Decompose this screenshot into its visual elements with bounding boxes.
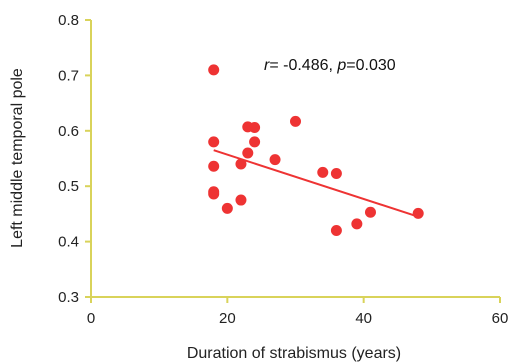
x-tick-label: 60 <box>492 310 509 327</box>
data-point <box>235 194 247 206</box>
data-point <box>208 136 220 148</box>
data-point <box>249 136 261 148</box>
correlation-annotation: r= -0.486, p=0.030 <box>264 57 396 74</box>
y-axis-title: Left middle temporal pole <box>9 68 26 248</box>
y-tick-label: 0.8 <box>58 12 79 29</box>
x-tick-label: 20 <box>219 310 236 327</box>
y-tick-label: 0.7 <box>58 67 79 84</box>
x-tick-label: 40 <box>355 310 372 327</box>
tick-labels: 0 20 40 60 0.3 0.4 0.5 0.6 0.7 0.8 <box>58 12 508 327</box>
x-tick-label: 0 <box>87 310 95 327</box>
axes <box>90 20 500 298</box>
data-point <box>249 121 261 133</box>
r-value: = -0.486, <box>269 57 337 74</box>
data-point <box>242 147 254 159</box>
y-tick-label: 0.6 <box>58 123 79 140</box>
data-points <box>208 64 424 237</box>
data-point <box>290 115 301 127</box>
data-point <box>351 218 363 230</box>
p-value: =0.030 <box>346 57 395 74</box>
data-point <box>208 64 220 76</box>
regression-line <box>213 149 419 218</box>
y-tick-label: 0.4 <box>58 234 79 251</box>
x-axis-title: Duration of strabismus (years) <box>187 345 401 362</box>
data-point <box>364 206 376 218</box>
data-point <box>269 154 281 166</box>
fit-line-group <box>213 149 419 218</box>
p-symbol: p <box>336 57 346 74</box>
tick-marks <box>85 19 501 303</box>
data-point <box>221 202 233 214</box>
data-point <box>317 166 329 178</box>
y-tick-label: 0.3 <box>58 289 79 306</box>
r-symbol: r <box>264 57 270 74</box>
y-tick-label: 0.5 <box>58 178 79 195</box>
data-point <box>208 188 220 200</box>
data-point <box>330 225 342 237</box>
data-point <box>235 158 247 170</box>
data-point <box>412 207 424 219</box>
data-point <box>208 160 220 172</box>
data-point <box>330 167 342 179</box>
